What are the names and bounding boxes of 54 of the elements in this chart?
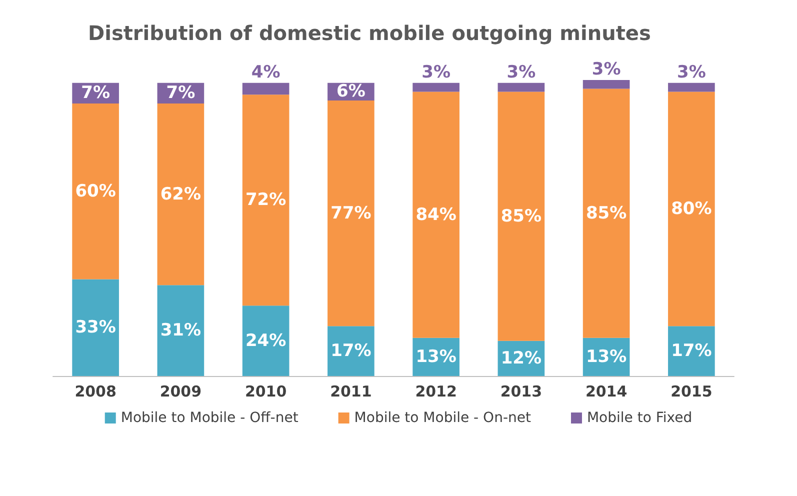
data-label: 13% [586,346,627,367]
data-label: 4% [251,62,280,82]
bar [668,326,715,376]
data-label: 80% [671,198,712,219]
bar [328,100,374,326]
bar [242,94,290,306]
bar [498,92,545,341]
data-label: 85% [500,206,542,226]
data-label: 17% [330,341,372,362]
data-label: 60% [75,181,116,202]
bar [242,306,290,376]
bar [582,88,630,338]
x-tick-label: 2008 [74,382,116,400]
bar [582,80,630,89]
data-label: 7% [81,83,110,104]
data-label: 3% [422,62,450,82]
data-label: 3% [677,62,706,82]
data-label: 62% [160,184,202,204]
bar [668,92,715,326]
bar [157,103,204,286]
bar [668,82,715,92]
x-tick-label: 2015 [670,382,712,400]
legend-label: Mobile to Mobile - On-net [354,410,532,426]
data-label: 24% [245,330,286,351]
bar [498,82,545,92]
data-label: 12% [500,348,542,368]
bar [157,285,204,376]
data-label: 7% [166,83,196,104]
data-label: 84% [416,204,456,225]
bar [328,326,374,376]
data-label: 31% [160,320,202,341]
data-label: 13% [416,346,456,367]
bar [412,82,460,92]
data-label: 72% [245,190,286,210]
x-tick-label: 2009 [160,382,202,400]
data-label: 3% [506,62,536,82]
x-tick-label: 2012 [415,382,457,400]
x-tick-label: 2010 [244,382,287,400]
x-tick-label: 2011 [330,382,372,400]
data-label: 6% [336,82,366,102]
x-tick-label: 2014 [585,382,628,400]
bar [72,279,119,376]
data-label: 3% [592,60,621,80]
bar [412,92,460,338]
data-label: 77% [330,203,372,224]
legend-label: Mobile to Mobile - Off-net [120,410,299,426]
bar [72,103,119,280]
data-label: 85% [586,203,627,224]
data-label: 33% [75,318,116,338]
chart-title: Distribution of domestic mobile outgoing minutes [88,21,651,45]
legend-label: Mobile to Fixed [586,410,692,426]
bar [242,82,290,95]
x-tick-label: 2013 [500,382,542,400]
data-label: 17% [671,341,712,362]
